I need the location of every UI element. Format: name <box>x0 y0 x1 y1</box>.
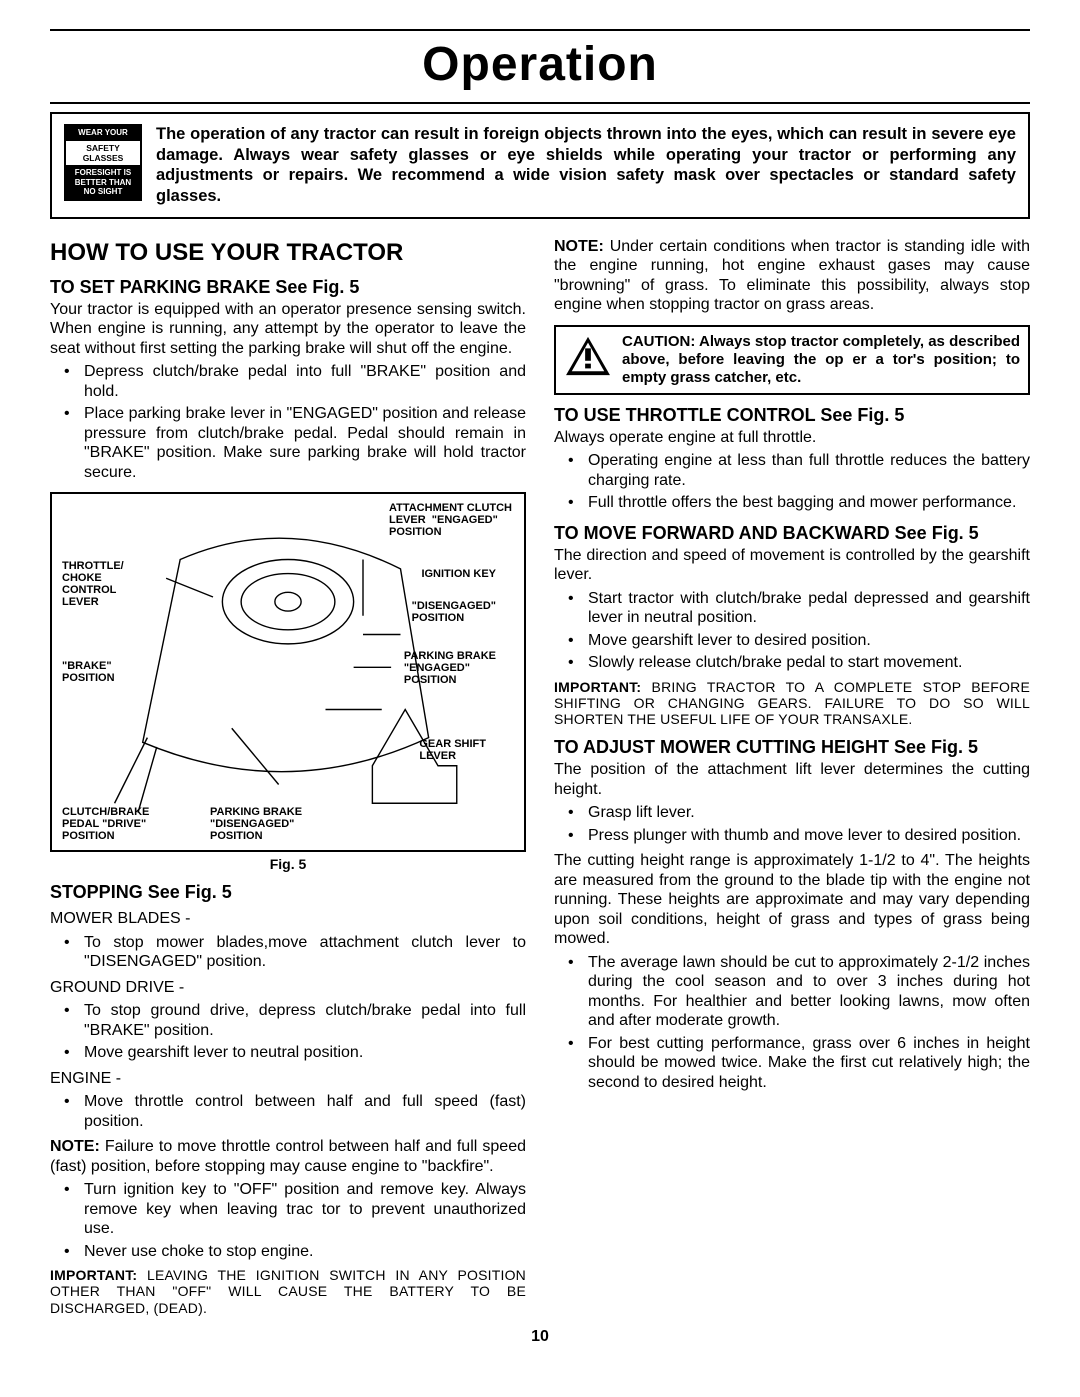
list-item: Never use choke to stop engine. <box>50 1242 526 1262</box>
list-item: Place parking brake lever in "ENGAGED" p… <box>50 404 526 482</box>
parking-intro: Your tractor is equipped with an operato… <box>50 300 526 359</box>
diagram-label: "BRAKE" POSITION <box>62 660 115 684</box>
list-item: Move throttle control between half and f… <box>50 1092 526 1131</box>
badge-line2: SAFETY GLASSES <box>66 140 140 166</box>
throttle-heading: TO USE THROTTLE CONTROL See Fig. 5 <box>554 405 1030 426</box>
list-item: For best cutting performance, grass over… <box>554 1034 1030 1093</box>
move-important: IMPORTANT: BRING TRACTOR TO A COMPLETE S… <box>554 679 1030 727</box>
height-heading: TO ADJUST MOWER CUTTING HEIGHT See Fig. … <box>554 737 1030 758</box>
height-range-para: The cutting height range is approximatel… <box>554 851 1030 949</box>
badge-line3: FORESIGHT IS BETTER THAN NO SIGHT <box>66 166 140 199</box>
diagram-label: "DISENGAGED" POSITION <box>412 600 496 624</box>
safety-warning-box: WEAR YOUR SAFETY GLASSES FORESIGHT IS BE… <box>50 112 1030 219</box>
diagram-label: IGNITION KEY <box>421 568 496 580</box>
list-item: Move gearshift lever to desired position… <box>554 631 1030 651</box>
list-item: Start tractor with clutch/brake pedal de… <box>554 589 1030 628</box>
stopping-heading: STOPPING See Fig. 5 <box>50 882 526 903</box>
list-item: The average lawn should be cut to approx… <box>554 953 1030 1031</box>
diagram-label: GEAR SHIFT LEVER <box>419 738 486 762</box>
move-intro: The direction and speed of movement is c… <box>554 546 1030 585</box>
mower-blades-sub: MOWER BLADES - <box>50 909 526 929</box>
parking-list: Depress clutch/brake pedal into full "BR… <box>50 362 526 482</box>
throttle-intro: Always operate engine at full throttle. <box>554 428 1030 448</box>
badge-line1: WEAR YOUR <box>66 126 140 140</box>
list-item: Operating engine at less than full throt… <box>554 451 1030 490</box>
diagram-label: ATTACHMENT CLUTCH LEVER "ENGAGED" POSITI… <box>389 502 512 538</box>
page-title: Operation <box>50 35 1030 98</box>
diagram-label: PARKING BRAKE "DISENGAGED" POSITION <box>210 806 302 842</box>
height-intro: The position of the attachment lift leve… <box>554 760 1030 799</box>
rule-under-title <box>50 102 1030 104</box>
rule-top <box>50 29 1030 31</box>
diagram-label: THROTTLE/ CHOKE CONTROL LEVER <box>62 560 124 608</box>
parking-brake-heading: TO SET PARKING BRAKE See Fig. 5 <box>50 277 526 298</box>
left-column: HOW TO USE YOUR TRACTOR TO SET PARKING B… <box>50 235 526 1320</box>
diagram-label: CLUTCH/BRAKE PEDAL "DRIVE" POSITION <box>62 806 149 842</box>
browning-note: NOTE: Under certain conditions when trac… <box>554 237 1030 315</box>
ground-drive-sub: GROUND DRIVE - <box>50 978 526 998</box>
diagram-fig5: ATTACHMENT CLUTCH LEVER "ENGAGED" POSITI… <box>50 492 526 852</box>
list-item: Turn ignition key to "OFF" position and … <box>50 1180 526 1239</box>
figure-caption: Fig. 5 <box>50 856 526 872</box>
list-item: Full throttle offers the best bagging an… <box>554 493 1030 513</box>
move-heading: TO MOVE FORWARD AND BACKWARD See Fig. 5 <box>554 523 1030 544</box>
warning-text: The operation of any tractor can result … <box>156 124 1016 207</box>
list-item: To stop ground drive, depress clutch/bra… <box>50 1001 526 1040</box>
caution-text: CAUTION: Always stop tractor completely,… <box>622 333 1020 387</box>
list-item: Press plunger with thumb and move lever … <box>554 826 1030 846</box>
stopping-important: IMPORTANT: LEAVING THE IGNITION SWITCH I… <box>50 1267 526 1315</box>
note-text: Failure to move throttle control between… <box>50 1138 526 1175</box>
section-heading: HOW TO USE YOUR TRACTOR <box>50 239 526 267</box>
diagram-label: PARKING BRAKE "ENGAGED" POSITION <box>404 650 496 686</box>
warning-triangle-icon <box>564 335 612 377</box>
stopping-note: NOTE: Failure to move throttle control b… <box>50 1137 526 1176</box>
right-column: NOTE: Under certain conditions when trac… <box>554 235 1030 1320</box>
list-item: Grasp lift lever. <box>554 803 1030 823</box>
engine-sub: ENGINE - <box>50 1069 526 1089</box>
page-number: 10 <box>50 1328 1030 1346</box>
list-item: Slowly release clutch/brake pedal to sta… <box>554 653 1030 673</box>
safety-glasses-icon: WEAR YOUR SAFETY GLASSES FORESIGHT IS BE… <box>64 124 142 201</box>
list-item: To stop mower blades,move attachment clu… <box>50 933 526 972</box>
list-item: Depress clutch/brake pedal into full "BR… <box>50 362 526 401</box>
list-item: Move gearshift lever to neutral position… <box>50 1043 526 1063</box>
caution-box: CAUTION: Always stop tractor completely,… <box>554 325 1030 395</box>
